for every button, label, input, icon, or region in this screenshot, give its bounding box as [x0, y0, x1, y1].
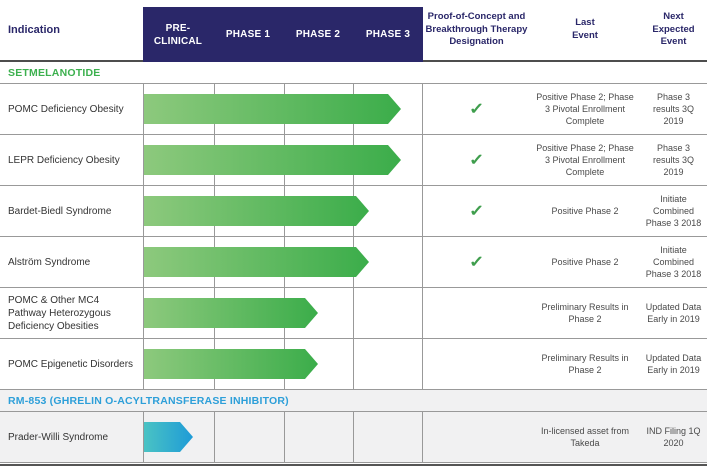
designation-cell — [423, 288, 530, 338]
designation-cell — [423, 412, 530, 462]
phase-header-phase1: PHASE 1 — [225, 29, 271, 40]
last-event: Positive Phase 2; Phase 3 Pivotal Enroll… — [536, 91, 634, 127]
pipeline-row: POMC & Other MC4 Pathway Heterozygous De… — [0, 288, 707, 339]
progress-arrow — [144, 145, 401, 175]
last-event-cell: Positive Phase 2 — [530, 186, 640, 236]
indication-cell: POMC Epigenetic Disorders — [0, 339, 143, 389]
last-event: In-licensed asset from Takeda — [540, 425, 630, 448]
next-expected-header: Next Expected Event — [652, 10, 695, 48]
phase-track — [143, 237, 423, 287]
next-event: Updated Data Early in 2019 — [645, 301, 702, 324]
last-event-cell: Preliminary Results in Phase 2 — [530, 339, 640, 389]
indication-label: POMC Deficiency Obesity — [8, 103, 124, 115]
indication-label: LEPR Deficiency Obesity — [8, 154, 120, 166]
designation-cell: ✓ — [423, 237, 530, 287]
phase-header-preclinical: PRE-CLINICAL — [153, 22, 203, 47]
last-event: Preliminary Results in Phase 2 — [541, 352, 629, 375]
last-event: Positive Phase 2 — [551, 205, 619, 216]
section-title: RM-853 (GHRELIN O-ACYLTRANSFERASE INHIBI… — [8, 394, 289, 407]
phase-track — [143, 288, 423, 338]
next-event: Phase 3 results 3Q 2019 — [652, 142, 694, 178]
designation-cell: ✓ — [423, 84, 530, 134]
progress-arrow — [144, 247, 369, 277]
section-title: SETMELANOTIDE — [8, 66, 101, 79]
phase-track — [143, 339, 423, 389]
next-event: Initiate Combined Phase 3 2018 — [645, 244, 702, 280]
indication-cell: Bardet-Biedl Syndrome — [0, 186, 143, 236]
designation-check-icon: ✓ — [468, 203, 485, 220]
phase-header-phase2: PHASE 2 — [295, 29, 341, 40]
indication-cell: Alström Syndrome — [0, 237, 143, 287]
table-header: Indication PRE-CLINICAL PHASE 1 PHASE 2 … — [0, 0, 707, 62]
phase-track — [143, 412, 423, 462]
phase-track — [143, 135, 423, 185]
indication-label: Bardet-Biedl Syndrome — [8, 205, 112, 217]
next-event: Updated Data Early in 2019 — [645, 352, 702, 375]
progress-arrow — [144, 422, 193, 452]
next-event: Initiate Combined Phase 3 2018 — [645, 193, 702, 229]
next-event-cell: IND Filing 1Q 2020 — [640, 412, 707, 462]
next-event-cell: Phase 3 results 3Q 2019 — [640, 84, 707, 134]
grid-line — [214, 412, 215, 462]
next-event: IND Filing 1Q 2020 — [646, 425, 701, 448]
designation-cell — [423, 339, 530, 389]
phase-header-phase3: PHASE 3 — [365, 29, 411, 40]
last-event: Positive Phase 2; Phase 3 Pivotal Enroll… — [536, 142, 634, 178]
next-event: Phase 3 results 3Q 2019 — [652, 91, 694, 127]
indication-header-label: Indication — [8, 24, 60, 36]
pipeline-row: Bardet-Biedl Syndrome ✓ Positive Phase 2… — [0, 186, 707, 237]
designation-check-icon: ✓ — [468, 152, 485, 169]
pipeline-row: Prader-Willi Syndrome In-licensed asset … — [0, 412, 707, 463]
section-row: RM-853 (GHRELIN O-ACYLTRANSFERASE INHIBI… — [0, 390, 707, 412]
indication-label: POMC Epigenetic Disorders — [8, 358, 134, 370]
progress-arrow — [144, 349, 318, 379]
grid-line — [353, 339, 354, 389]
next-event-cell: Updated Data Early in 2019 — [640, 288, 707, 338]
pipeline-row: POMC Deficiency Obesity ✓ Positive Phase… — [0, 84, 707, 135]
next-event-cell: Updated Data Early in 2019 — [640, 339, 707, 389]
grid-line — [353, 412, 354, 462]
indication-label: Alström Syndrome — [8, 256, 91, 268]
indication-cell: POMC Deficiency Obesity — [0, 84, 143, 134]
indication-label: Prader-Willi Syndrome — [8, 431, 109, 443]
phase-track — [143, 84, 423, 134]
grid-line — [353, 288, 354, 338]
indication-label: POMC & Other MC4 Pathway Heterozygous De… — [8, 294, 111, 332]
designation-header: Proof-of-Concept and Breakthrough Therap… — [425, 10, 528, 48]
indication-header: Indication — [0, 0, 143, 60]
last-event-cell: Positive Phase 2 — [530, 237, 640, 287]
designation-cell: ✓ — [423, 135, 530, 185]
indication-cell: POMC & Other MC4 Pathway Heterozygous De… — [0, 288, 143, 338]
pipeline-body: SETMELANOTIDE POMC Deficiency Obesity ✓ … — [0, 62, 707, 463]
last-event-cell: Positive Phase 2; Phase 3 Pivotal Enroll… — [530, 84, 640, 134]
progress-arrow — [144, 298, 318, 328]
last-event-cell: Positive Phase 2; Phase 3 Pivotal Enroll… — [530, 135, 640, 185]
indication-cell: LEPR Deficiency Obesity — [0, 135, 143, 185]
next-event-cell: Phase 3 results 3Q 2019 — [640, 135, 707, 185]
last-event-cell: Preliminary Results in Phase 2 — [530, 288, 640, 338]
last-event: Positive Phase 2 — [551, 256, 619, 267]
designation-cell: ✓ — [423, 186, 530, 236]
pipeline-row: LEPR Deficiency Obesity ✓ Positive Phase… — [0, 135, 707, 186]
phase-track — [143, 186, 423, 236]
progress-arrow — [144, 94, 401, 124]
progress-arrow — [144, 196, 369, 226]
section-row: SETMELANOTIDE — [0, 62, 707, 84]
last-event-header: Last Event — [572, 17, 598, 41]
designation-check-icon: ✓ — [468, 101, 485, 118]
indication-cell: Prader-Willi Syndrome — [0, 412, 143, 462]
next-event-cell: Initiate Combined Phase 3 2018 — [640, 186, 707, 236]
pipeline-row: Alström Syndrome ✓ Positive Phase 2 Init… — [0, 237, 707, 288]
phase-header-band: PRE-CLINICAL PHASE 1 PHASE 2 PHASE 3 — [143, 7, 423, 62]
last-event-cell: In-licensed asset from Takeda — [530, 412, 640, 462]
next-event-cell: Initiate Combined Phase 3 2018 — [640, 237, 707, 287]
grid-line — [284, 412, 285, 462]
designation-check-icon: ✓ — [468, 254, 485, 271]
pipeline-row: POMC Epigenetic Disorders Preliminary Re… — [0, 339, 707, 390]
last-event: Preliminary Results in Phase 2 — [541, 301, 629, 324]
